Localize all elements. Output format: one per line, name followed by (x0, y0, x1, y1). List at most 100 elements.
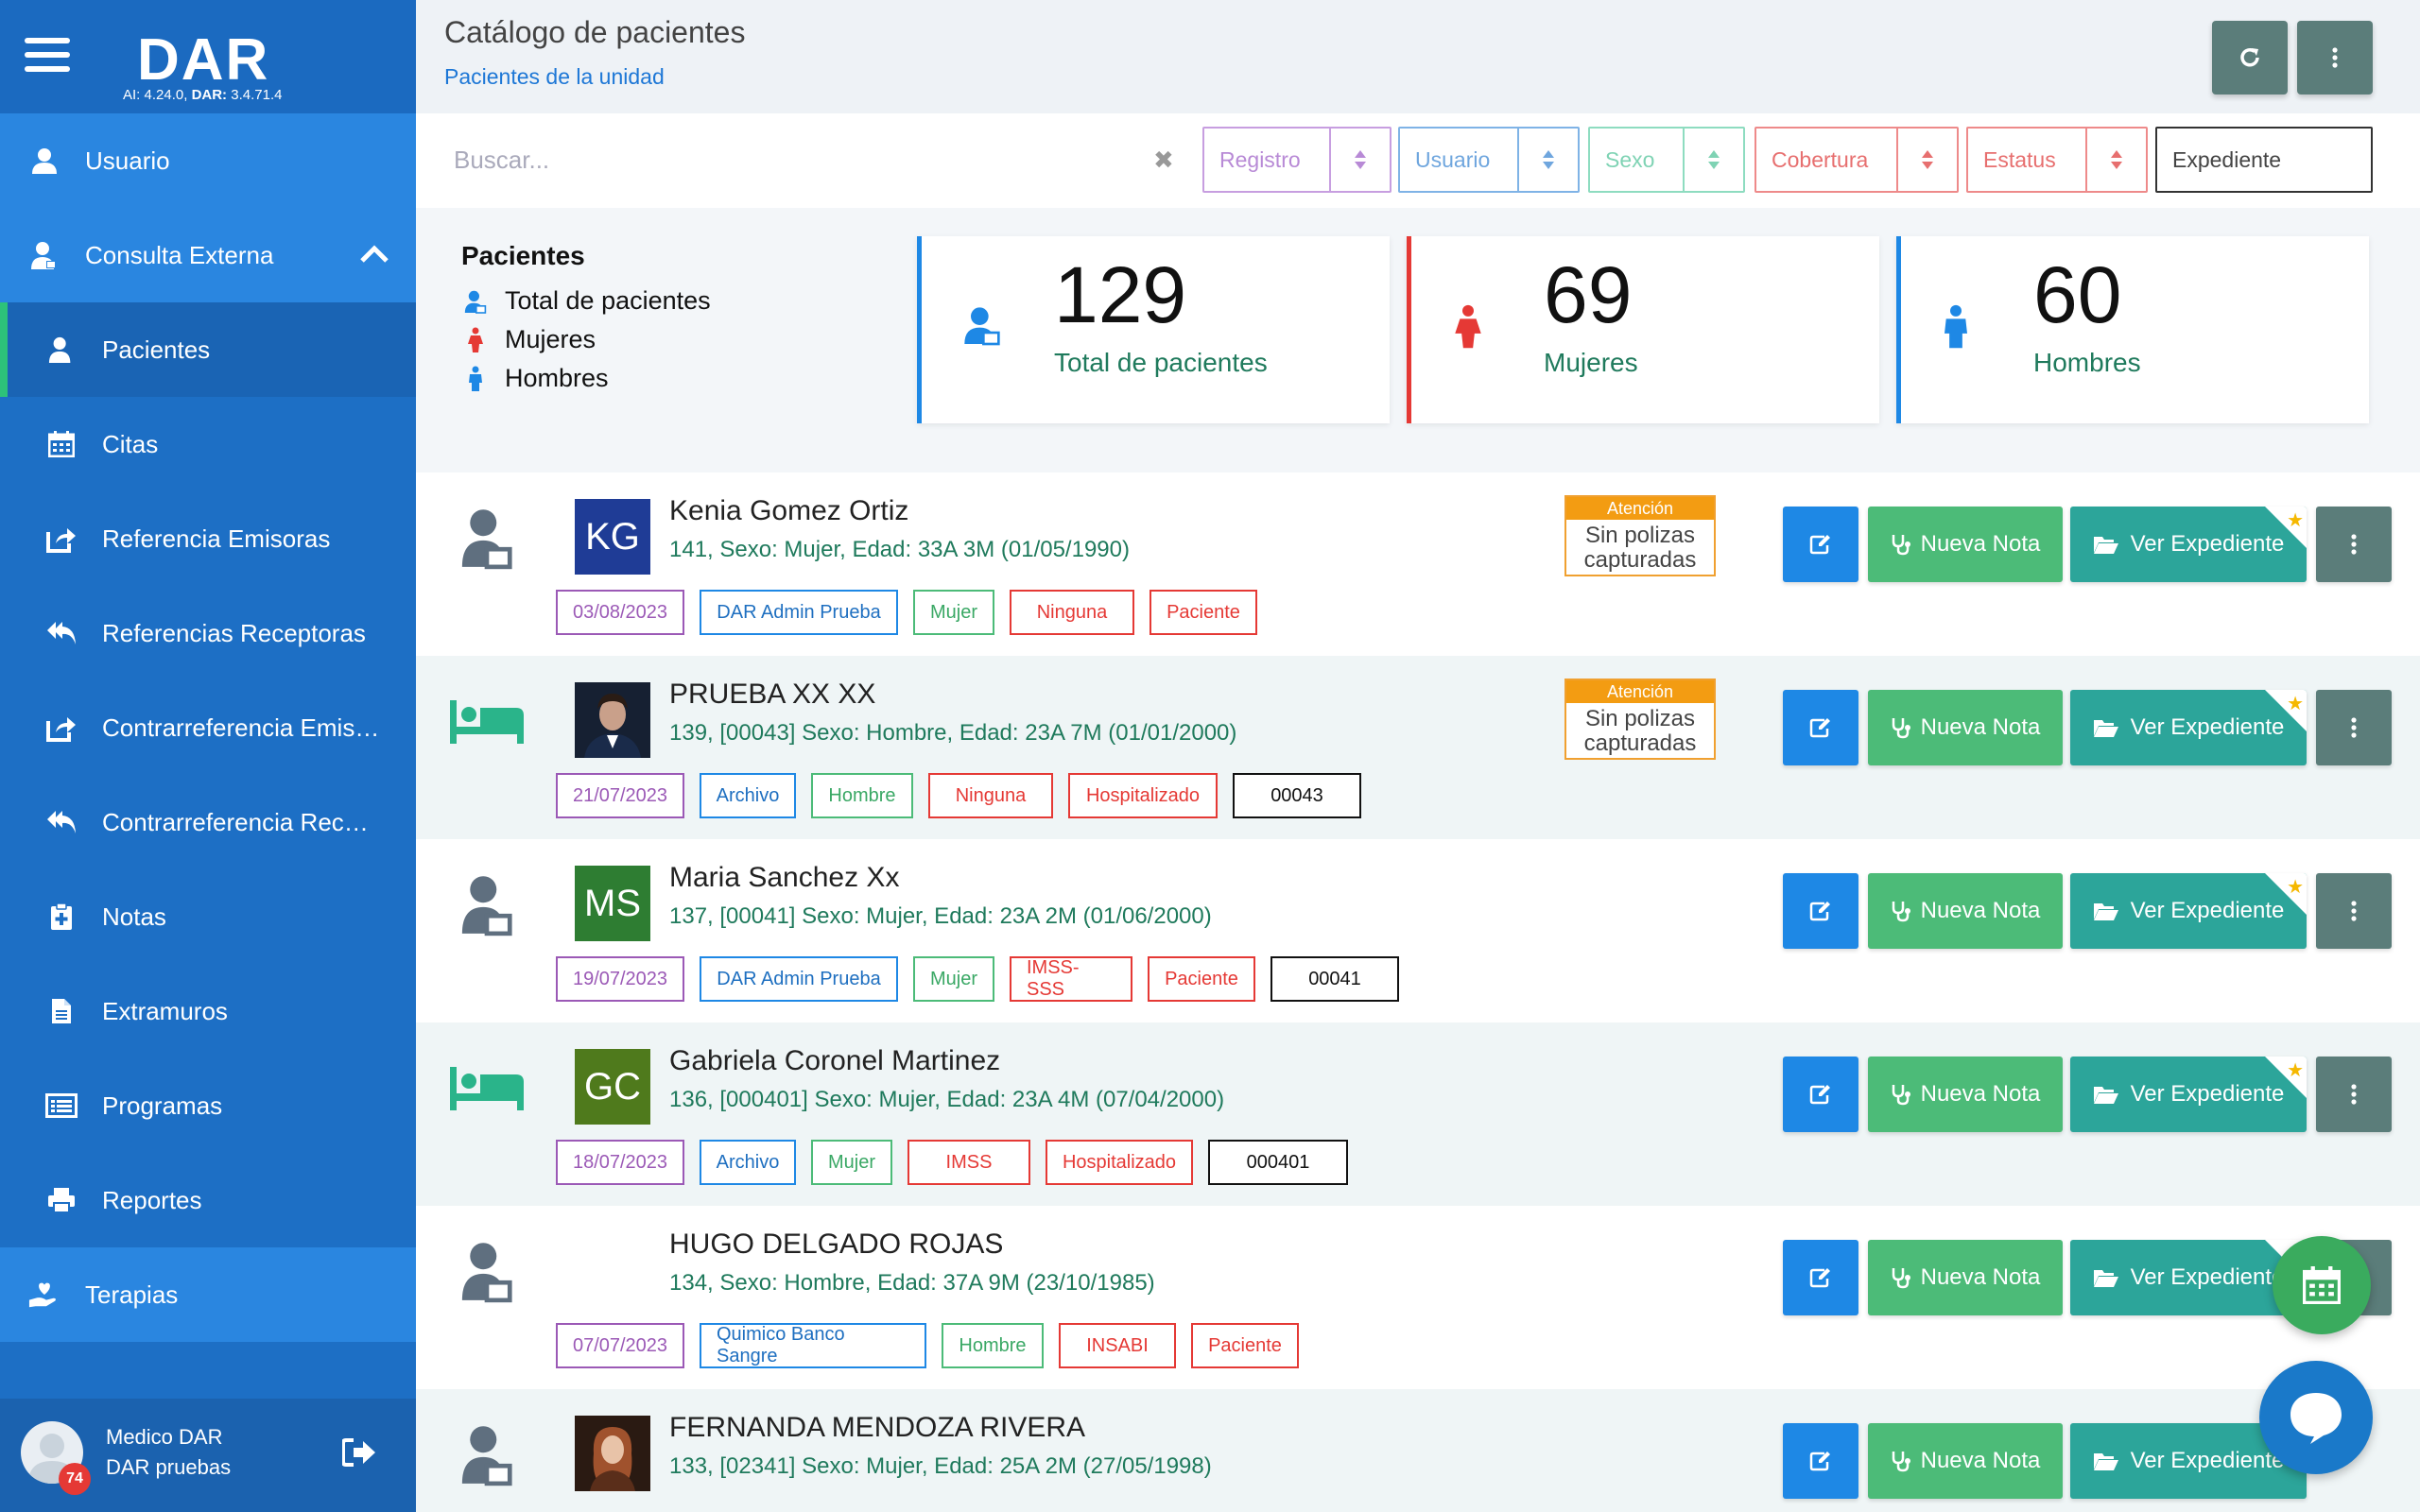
patient-name[interactable]: HUGO DELGADO ROJAS (669, 1228, 1004, 1260)
row-more-button[interactable] (2316, 1057, 2392, 1132)
kebab-icon (2332, 47, 2338, 68)
patient-name[interactable]: Kenia Gomez Ortiz (669, 495, 909, 526)
sidebar-item-label: Referencia Emisoras (102, 524, 331, 553)
patients-legend: Pacientes Total de pacientes Mujeres Hom… (461, 241, 711, 403)
tag-usuario: DAR Admin Prueba (700, 956, 898, 1002)
tag-cobertura: IMSS-SSS (1010, 956, 1132, 1002)
tag-usuario: Quimico Banco Sangre (700, 1323, 926, 1368)
chat-bubble-icon (2290, 1393, 2342, 1444)
hamburger-icon[interactable] (25, 38, 70, 72)
logout-icon[interactable] (341, 1438, 376, 1471)
sidebar-item-pacientes[interactable]: Pacientes (0, 302, 416, 397)
sidebar-item-contrarreferencia-emisoras[interactable]: Contrarreferencia Emis… (0, 680, 416, 775)
stethoscope-icon (1892, 718, 1910, 739)
app-version: AI: 4.24.0, DAR: 3.4.71.4 (123, 87, 283, 103)
ver-expediente-button[interactable]: Ver Expediente ★ (2070, 690, 2307, 765)
expediente-input[interactable]: Expediente (2155, 127, 2373, 193)
sort-icon (1517, 129, 1578, 191)
edit-button[interactable] (1783, 1423, 1858, 1499)
ver-expediente-button[interactable]: Ver Expediente ★ (2070, 507, 2307, 582)
patient-info: 133, [02341] Sexo: Mujer, Edad: 25A 2M (… (669, 1453, 1212, 1479)
patient-name[interactable]: Gabriela Coronel Martinez (669, 1045, 1001, 1076)
patient-row[interactable]: FERNANDA MENDOZA RIVERA 133, [02341] Sex… (416, 1389, 2420, 1512)
sidebar-item-referencia-emisoras[interactable]: Referencia Emisoras (0, 491, 416, 586)
header: Catálogo de pacientes Pacientes de la un… (416, 0, 2420, 113)
row-more-button[interactable] (2316, 873, 2392, 949)
patient-name[interactable]: PRUEBA XX XX (669, 679, 876, 710)
nueva-nota-button[interactable]: Nueva Nota (1868, 507, 2063, 582)
user-doctor-icon (28, 239, 60, 271)
ver-expediente-button[interactable]: Ver Expediente ★ (2070, 1240, 2307, 1315)
nueva-nota-button[interactable]: Nueva Nota (1868, 1423, 2063, 1499)
user-name: Medico DAR (106, 1425, 223, 1449)
tag-estatus: Paciente (1150, 590, 1257, 635)
patient-row[interactable]: PRUEBA XX XX 139, [00043] Sexo: Hombre, … (416, 656, 2420, 839)
legend-total: Total de pacientes (461, 286, 711, 316)
sidebar-item-extramuros[interactable]: Extramuros (0, 964, 416, 1058)
sidebar-item-label: Extramuros (102, 996, 228, 1025)
edit-button[interactable] (1783, 873, 1858, 949)
nueva-nota-button[interactable]: Nueva Nota (1868, 1057, 2063, 1132)
clear-search-icon[interactable]: ✖ (1153, 146, 1174, 174)
sexo-select[interactable]: Sexo (1588, 127, 1745, 193)
sidebar-item-label: Notas (102, 902, 166, 931)
stethoscope-icon (1892, 902, 1910, 922)
refresh-button[interactable] (2212, 21, 2288, 94)
usuario-select[interactable]: Usuario (1398, 127, 1580, 193)
sidebar-item-notas[interactable]: Notas (0, 869, 416, 964)
ver-expediente-button[interactable]: Ver Expediente ★ (2070, 873, 2307, 949)
sidebar-item-programas[interactable]: Programas (0, 1058, 416, 1153)
outpatient-icon (444, 1234, 529, 1310)
patient-name[interactable]: Maria Sanchez Xx (669, 862, 900, 893)
stat-card-hombres: 60 Hombres (1896, 236, 2369, 423)
nueva-nota-button[interactable]: Nueva Nota (1868, 1240, 2063, 1315)
clipboard-plus-icon (45, 901, 78, 933)
legend-title: Pacientes (461, 241, 585, 270)
tag-cobertura: IMSS (908, 1140, 1030, 1185)
printer-icon (45, 1184, 78, 1216)
patient-row[interactable]: KG Kenia Gomez Ortiz 141, Sexo: Mujer, E… (416, 472, 2420, 656)
estatus-select[interactable]: Estatus (1966, 127, 2148, 193)
sidebar-item-consulta-externa[interactable]: Consulta Externa (0, 208, 416, 302)
sidebar-item-citas[interactable]: Citas (0, 397, 416, 491)
sidebar-item-terapias[interactable]: Terapias (0, 1247, 416, 1342)
edit-icon (1809, 1085, 1830, 1105)
edit-button[interactable] (1783, 690, 1858, 765)
sidebar-item-label: Reportes (102, 1185, 202, 1214)
patient-row[interactable]: HUGO DELGADO ROJAS 134, Sexo: Hombre, Ed… (416, 1206, 2420, 1389)
patient-icon (461, 287, 490, 316)
sidebar-item-reportes[interactable]: Reportes (0, 1153, 416, 1247)
patient-row[interactable]: GC Gabriela Coronel Martinez 136, [00040… (416, 1022, 2420, 1206)
sidebar-item-contrarreferencia-receptoras[interactable]: Contrarreferencia Rec… (0, 775, 416, 869)
search-input[interactable]: Buscar... (454, 146, 550, 174)
star-icon: ★ (2287, 877, 2304, 898)
tag-usuario: Archivo (700, 1140, 796, 1185)
edit-button[interactable] (1783, 507, 1858, 582)
sidebar-item-usuario[interactable]: Usuario (0, 113, 416, 208)
calendar-fab-button[interactable] (2273, 1236, 2371, 1334)
row-more-button[interactable] (2316, 690, 2392, 765)
stethoscope-icon (1892, 535, 1910, 556)
patient-row[interactable]: MS Maria Sanchez Xx 137, [00041] Sexo: M… (416, 839, 2420, 1022)
patient-name[interactable]: FERNANDA MENDOZA RIVERA (669, 1412, 1086, 1443)
sidebar-item-referencias-receptoras[interactable]: Referencias Receptoras (0, 586, 416, 680)
page-subtitle[interactable]: Pacientes de la unidad (444, 64, 665, 89)
user-icon (28, 145, 60, 177)
row-more-button[interactable] (2316, 507, 2392, 582)
stat-mujeres-value: 69 (1544, 250, 1633, 339)
nueva-nota-button[interactable]: Nueva Nota (1868, 690, 2063, 765)
edit-button[interactable] (1783, 1057, 1858, 1132)
stat-hombres-value: 60 (2033, 250, 2122, 339)
chat-fab-button[interactable] (2259, 1361, 2373, 1474)
attention-badge: Atención Sin polizas capturadas (1564, 679, 1716, 760)
chevron-up-icon[interactable] (359, 242, 389, 271)
registro-select[interactable]: Registro (1202, 127, 1392, 193)
patient-info: 136, [000401] Sexo: Mujer, Edad: 23A 4M … (669, 1087, 1225, 1112)
edit-icon (1809, 1452, 1830, 1471)
ver-expediente-button[interactable]: Ver Expediente ★ (2070, 1057, 2307, 1132)
share-icon (45, 523, 78, 555)
cobertura-select[interactable]: Cobertura (1754, 127, 1959, 193)
nueva-nota-button[interactable]: Nueva Nota (1868, 873, 2063, 949)
edit-button[interactable] (1783, 1240, 1858, 1315)
more-options-button[interactable] (2297, 21, 2373, 94)
